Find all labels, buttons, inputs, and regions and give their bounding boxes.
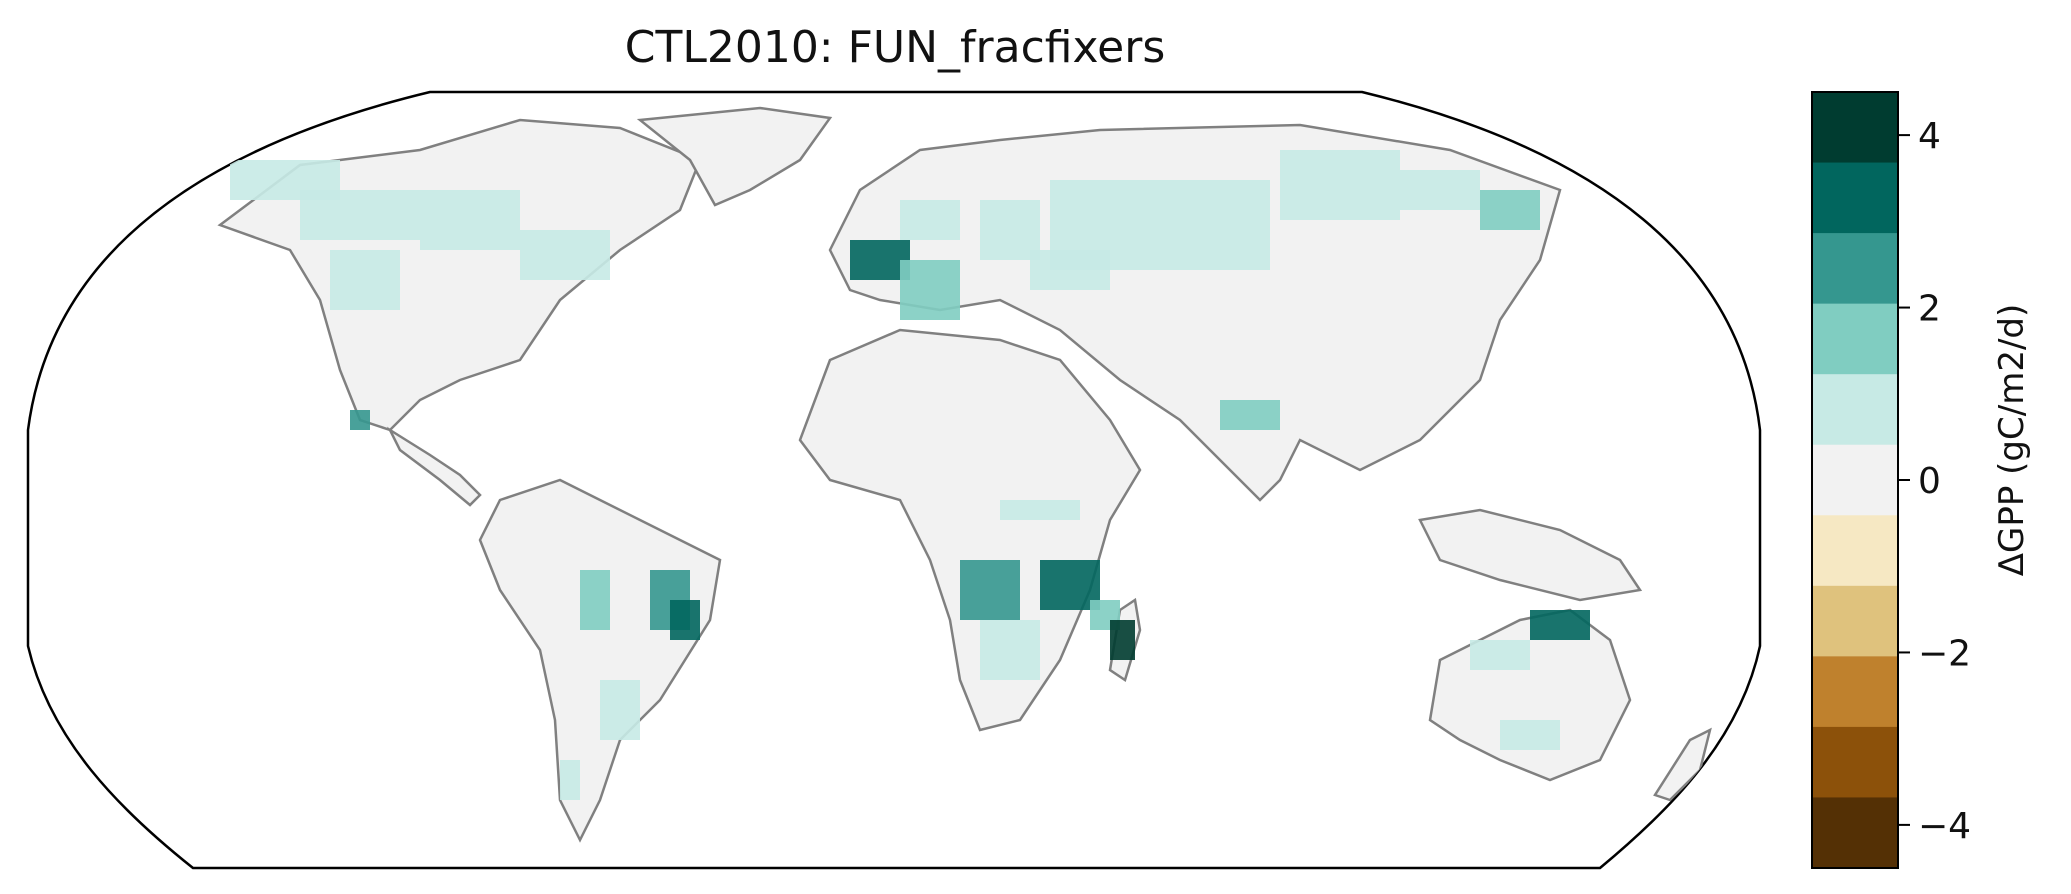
colorbar-segment: [1812, 726, 1898, 798]
colorbar-tick-label: 2: [1918, 289, 1941, 330]
colorbar-segment: [1812, 515, 1898, 587]
gpp-cell: [670, 600, 700, 640]
gpp-cell: [960, 560, 1020, 620]
gpp-cell: [900, 260, 960, 320]
gpp-cell: [1530, 610, 1590, 640]
colorbar-label: ΔGPP (gC/m2/d): [1992, 303, 2032, 577]
gpp-cell: [420, 190, 520, 250]
gpp-cell: [520, 230, 610, 280]
gpp-cell: [560, 760, 580, 800]
colorbar-segment: [1812, 656, 1898, 728]
gpp-cell: [350, 410, 370, 430]
gpp-cell: [1050, 180, 1270, 270]
colorbar: 4 2 0 −2 −4: [1811, 91, 1971, 869]
gpp-cell: [1480, 190, 1540, 230]
gpp-cell: [1500, 720, 1560, 750]
gpp-cell: [1280, 150, 1400, 220]
gpp-cell: [1400, 170, 1480, 210]
gpp-cell: [1110, 620, 1135, 660]
gpp-cell: [1470, 640, 1530, 670]
gpp-cell: [580, 570, 610, 630]
colorbar-tick-label: 4: [1918, 116, 1941, 157]
gpp-cell: [300, 190, 420, 240]
landmass-greenland: [636, 106, 833, 207]
gpp-cell: [1220, 400, 1280, 430]
colorbar-tick-label: −2: [1918, 633, 1971, 674]
colorbar-segment: [1812, 585, 1898, 657]
colorbar-segment: [1812, 92, 1898, 164]
gpp-cell: [900, 200, 960, 240]
gpp-cell: [330, 250, 400, 310]
colorbar-segment: [1812, 444, 1898, 516]
gpp-cell: [600, 680, 640, 740]
map-title: CTL2010: FUN_fracfixers: [624, 22, 1166, 73]
colorbar-segment: [1812, 303, 1898, 375]
colorbar-segment: [1812, 374, 1898, 446]
colorbar-segment: [1812, 233, 1898, 305]
colorbar-segment: [1812, 162, 1898, 234]
colorbar-tick-label: −4: [1918, 806, 1971, 847]
landmass-central-america: [386, 426, 482, 507]
landmass-maritime-se-asia: [1418, 508, 1643, 602]
gpp-cell: [980, 620, 1040, 680]
landmass-new-zealand: [1653, 727, 1712, 802]
colorbar-tick-label: 0: [1918, 461, 1941, 502]
gpp-cell: [1000, 500, 1080, 520]
landmass-africa: [798, 328, 1142, 732]
gpp-change-cells: [230, 150, 1590, 800]
colorbar-segment: [1812, 797, 1898, 869]
